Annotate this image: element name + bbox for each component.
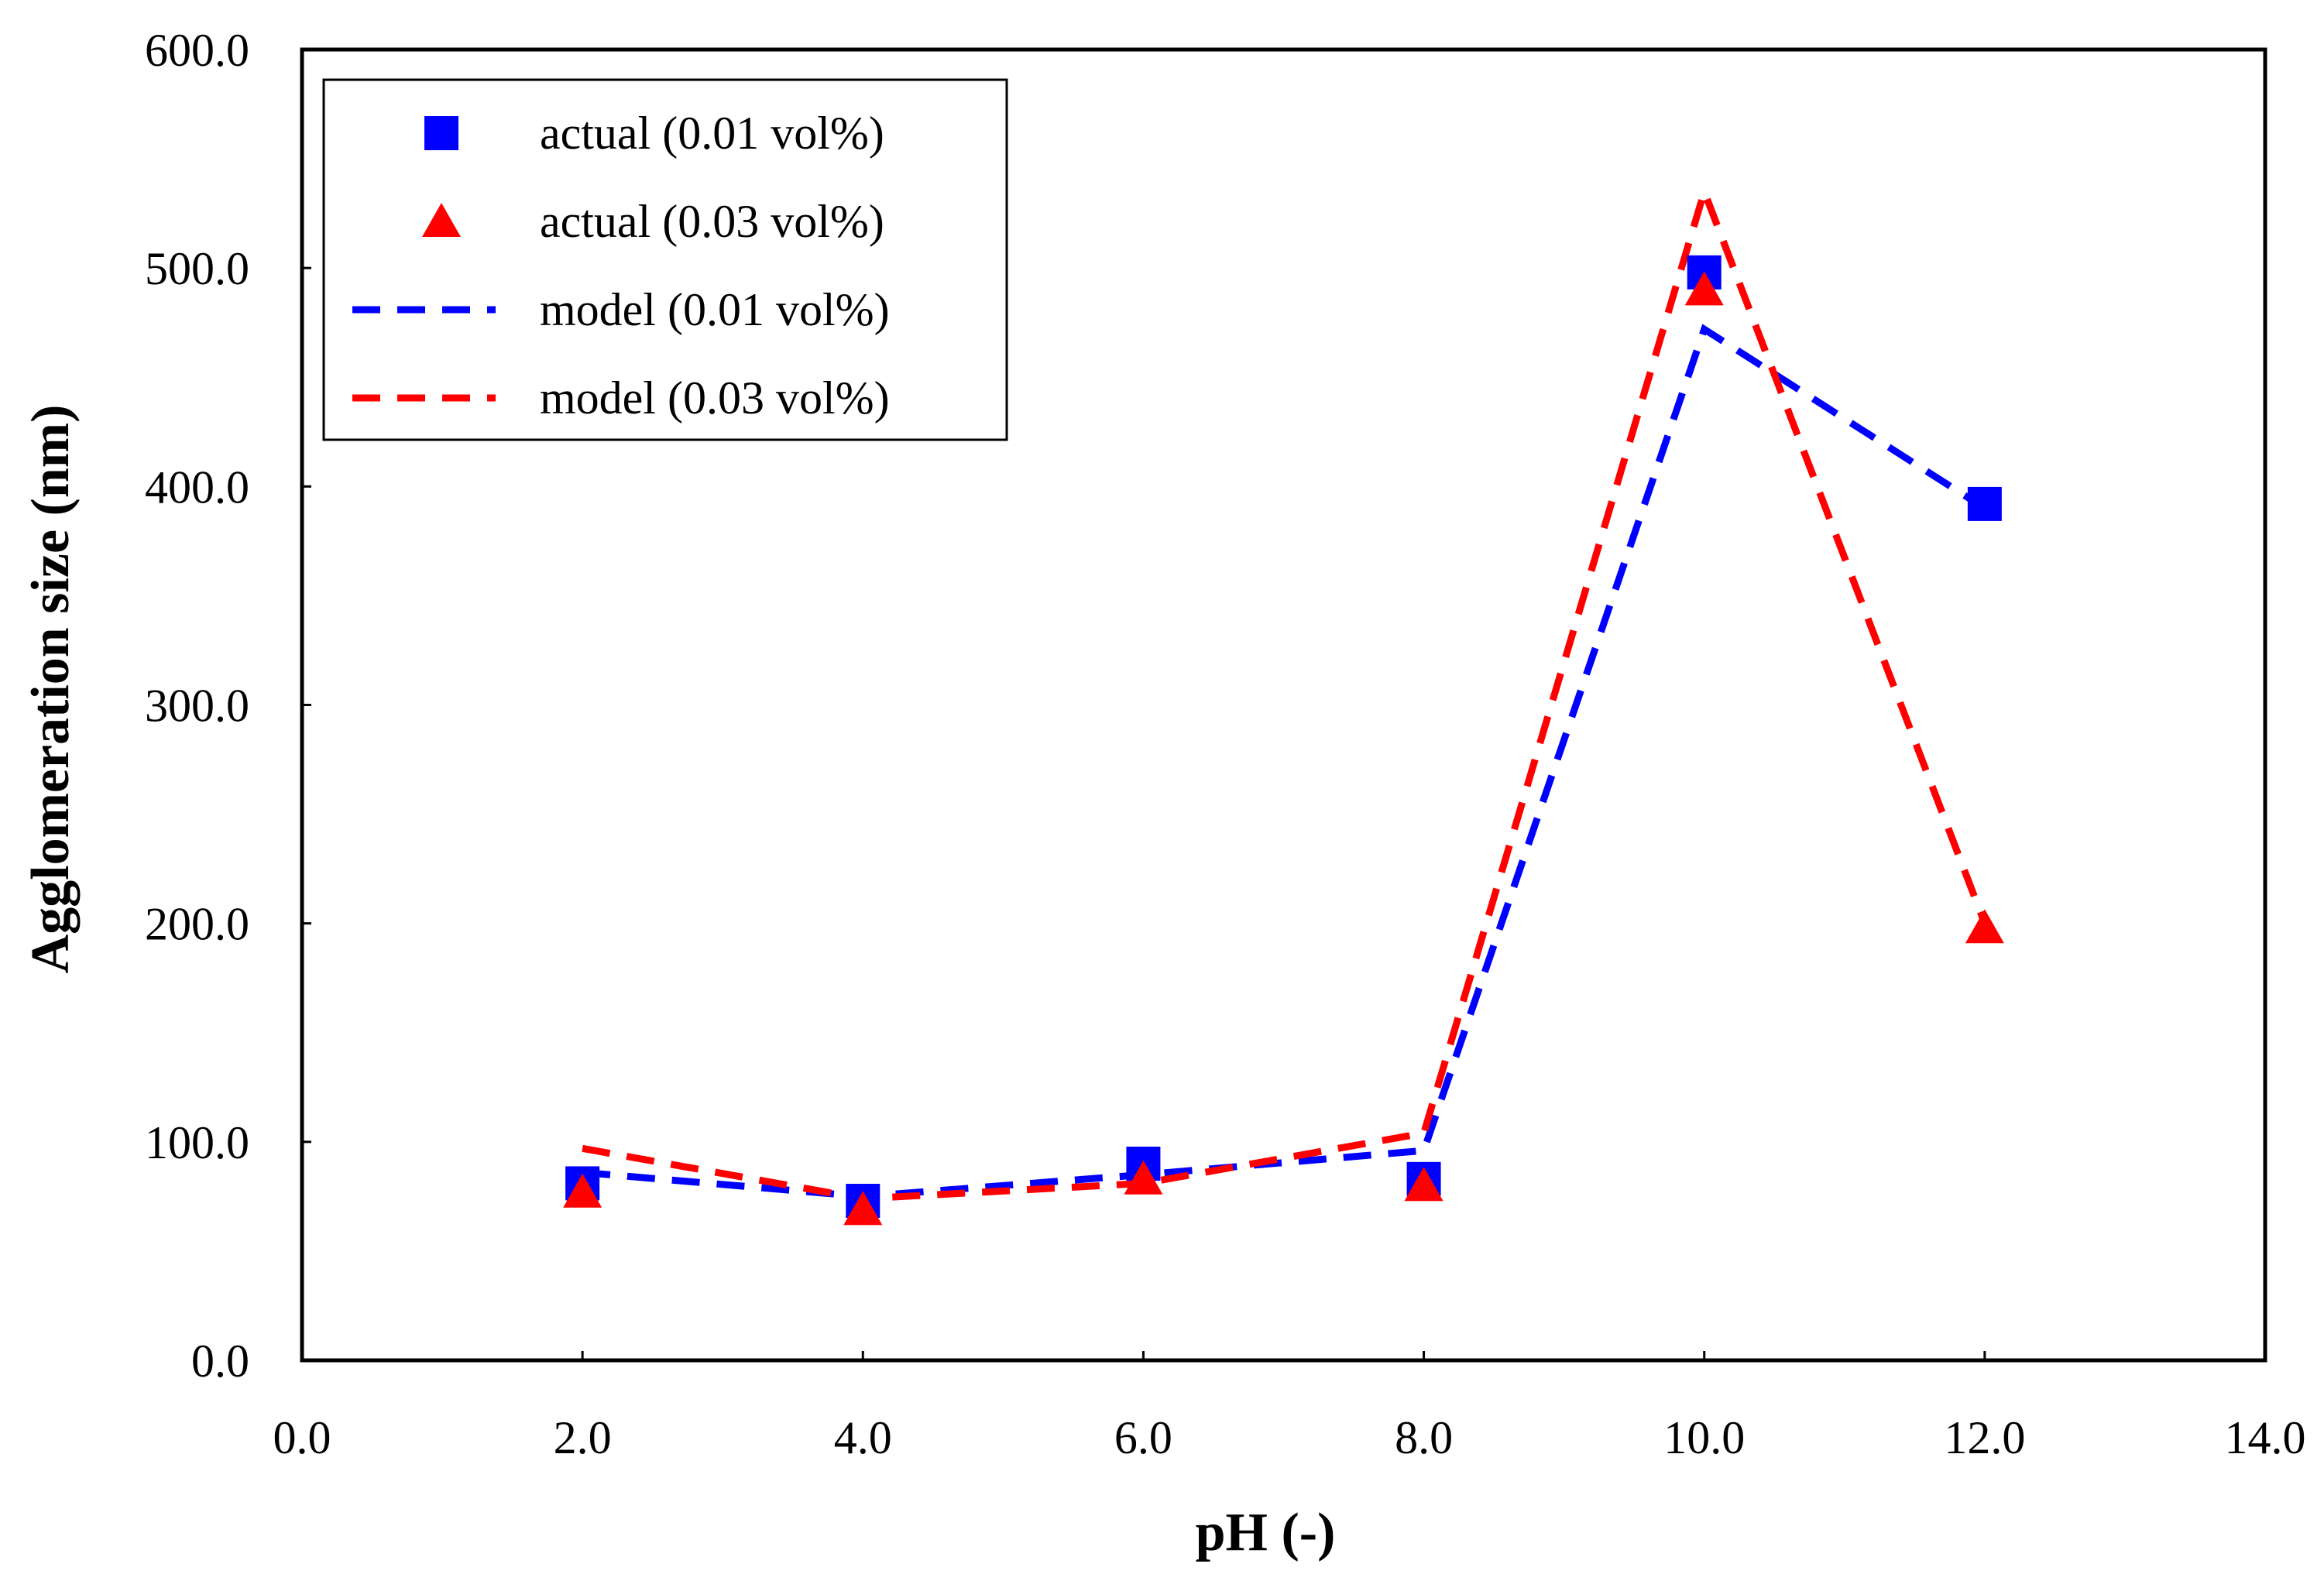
- ticks-layer: 0.0 2.0 4.0 6.0 8.0 10.0 12.0 14.0 0.0 100.0 200.0…: [145, 25, 2306, 1463]
- actual-0-01-vol-point: [1967, 486, 2002, 521]
- actual-0-03-vol-point: [1124, 1160, 1163, 1195]
- y-tick-label: 500.0: [145, 243, 249, 294]
- y-tick-label: 100.0: [145, 1117, 249, 1168]
- series-layer: [563, 180, 2004, 1226]
- y-tick-label: 400.0: [145, 461, 249, 513]
- actual-0-03-vol-point: [843, 1191, 883, 1226]
- legend-label-model-0-01-vol: model (0.01 vol%): [540, 284, 890, 335]
- legend-label-actual-0-01-vol: actual (0.01 vol%): [540, 108, 884, 159]
- actual-0-03-vol-point: [1684, 271, 1724, 306]
- x-tick-label: 2.0: [554, 1412, 612, 1463]
- actual-0-03-vol-point: [1404, 1167, 1443, 1202]
- legend-label-actual-0-03-vol: actual (0.03 vol%): [540, 196, 884, 247]
- legend: actual (0.01 vol%) actual (0.03 vol%) mode…: [322, 78, 1008, 441]
- y-tick-label: 0.0: [191, 1336, 249, 1387]
- legend-label-model-0-03-vol: model (0.03 vol%): [540, 372, 890, 424]
- x-tick-label: 4.0: [834, 1412, 892, 1463]
- x-axis-title: pH (-): [1196, 1503, 1336, 1562]
- legend-items: actual (0.01 vol%) actual (0.03 vol%) mode…: [352, 108, 890, 424]
- y-axis-title: Agglomeration size (nm): [21, 405, 81, 974]
- actual-0-03-vol-point: [563, 1173, 602, 1208]
- model-0-03-vol-line: [582, 180, 1989, 1202]
- x-tick-label: 6.0: [1114, 1412, 1172, 1463]
- actual-0-03-vol-point: [1965, 909, 2004, 944]
- legend-swatch-actual-0-01-vol: [424, 116, 458, 150]
- x-tick-label: 8.0: [1395, 1412, 1453, 1463]
- x-tick-label: 10.0: [1663, 1412, 1745, 1463]
- y-tick-label: 300.0: [145, 681, 249, 732]
- y-tick-label: 600.0: [145, 25, 249, 76]
- x-tick-label: 0.0: [273, 1412, 331, 1463]
- x-tick-label: 14.0: [2225, 1412, 2306, 1463]
- x-tick-label: 12.0: [1944, 1412, 2025, 1463]
- legend-swatch-actual-0-03-vol: [422, 203, 461, 237]
- model-0-01-vol-line: [582, 324, 1987, 1200]
- y-tick-label: 200.0: [145, 899, 249, 950]
